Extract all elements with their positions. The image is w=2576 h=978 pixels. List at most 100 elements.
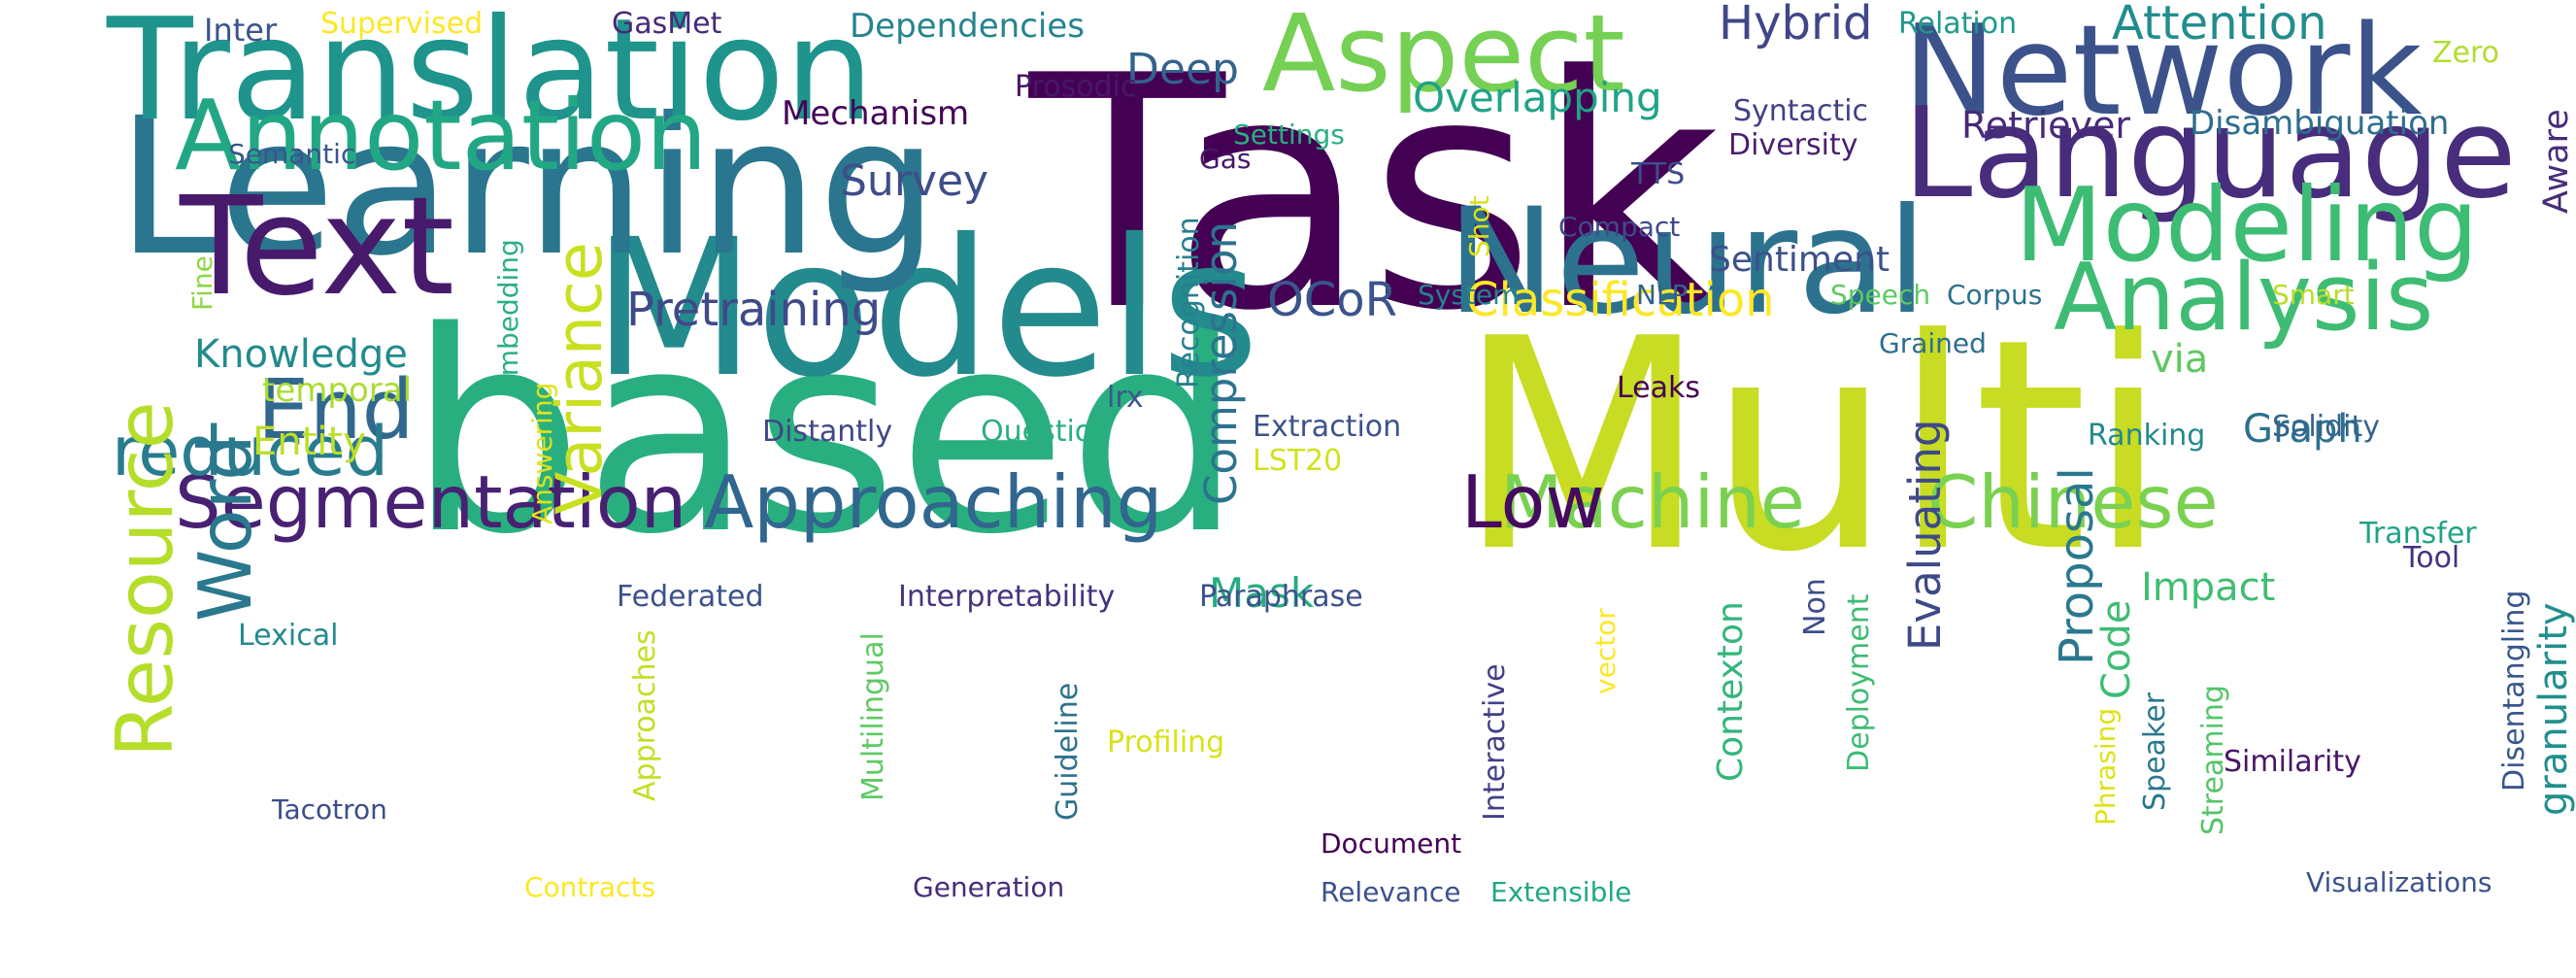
word-code: Code: [2094, 599, 2139, 699]
word-speech: Speech: [1830, 279, 1931, 311]
word-extraction: Extraction: [1253, 410, 1402, 444]
word-lexical: Lexical: [238, 619, 339, 653]
word-learning: Learning: [117, 77, 939, 297]
word-non: Non: [1798, 578, 1832, 636]
word-tool: Tool: [2403, 541, 2460, 575]
word-multi: Multi: [1456, 277, 2169, 616]
word-granularity: granularity: [2531, 602, 2576, 816]
word-contracts: Contracts: [524, 871, 656, 903]
word-proposal: Proposal: [2050, 467, 2104, 665]
word-contexton: Contexton: [1711, 601, 1751, 782]
word-attention: Attention: [2112, 0, 2327, 51]
word-task: Task: [1029, 8, 1722, 381]
word-tacotron: Tacotron: [272, 793, 387, 826]
word-segmentation: Segmentation: [175, 459, 687, 545]
word-knowledge: Knowledge: [194, 332, 408, 377]
word-multilingual: Multilingual: [856, 632, 890, 801]
word-modeling: Modeling: [2015, 166, 2479, 285]
word-question: Question: [981, 415, 1112, 449]
word-syntactic: Syntactic: [1733, 94, 1869, 128]
word-relevance: Relevance: [1321, 876, 1461, 908]
word-reduced: reduced: [112, 412, 389, 491]
word-solidity: Solidity: [2272, 410, 2380, 444]
word-interpretability: Interpretability: [898, 580, 1116, 614]
word-lst20: LST20: [1253, 444, 1343, 478]
word-vector: vector: [1589, 608, 1622, 694]
word-smart: Smart: [2272, 279, 2355, 311]
word-supervised: Supervised: [320, 7, 484, 41]
word-paraphrase: Paraphrase: [1199, 580, 1363, 614]
word-temporal: temporal: [262, 371, 413, 410]
word-ocor: OCoR: [1267, 273, 1398, 327]
word-impact: Impact: [2141, 565, 2276, 610]
word-tts: TTS: [1631, 157, 1686, 191]
word-aware: Aware: [2537, 109, 2576, 214]
word-dependencies: Dependencies: [850, 7, 1085, 46]
word-mechanism: Mechanism: [782, 94, 970, 133]
word-annotation: Annotation: [175, 79, 708, 192]
word-disambiguation: Disambiguation: [2190, 104, 2450, 143]
word-resource: Resource: [100, 401, 190, 758]
word-hybrid: Hybrid: [1719, 0, 1873, 51]
word-retriever: Retriever: [1961, 104, 2131, 147]
word-speaker: Speaker: [2138, 691, 2172, 811]
word-guideline: Guideline: [1051, 682, 1085, 821]
word-grained: Grained: [1879, 327, 1987, 359]
word-graph: Graph: [2243, 407, 2362, 452]
word-extensible: Extensible: [1490, 876, 1632, 908]
word-diversity: Diversity: [1728, 128, 1858, 162]
word-lrx: lrx: [1107, 381, 1144, 415]
word-corpus: Corpus: [1947, 279, 2043, 311]
word-federated: Federated: [617, 580, 764, 614]
word-sentiment: Sentiment: [1709, 240, 1890, 280]
word-models: Models: [592, 198, 1260, 419]
word-gas: Gas: [1199, 143, 1252, 175]
word-survey: Survey: [840, 156, 989, 206]
word-distantly: Distantly: [762, 415, 893, 449]
word-analysis: Analysis: [2054, 245, 2434, 352]
word-word: Word: [183, 434, 268, 622]
word-answering: Answering: [526, 382, 558, 524]
word-pretraining: Pretraining: [626, 283, 882, 337]
word-semantic: Semantic: [228, 138, 356, 170]
word-nlp: NLP: [1636, 279, 1689, 311]
word-aspect: Aspect: [1262, 0, 1625, 116]
word-end: End: [257, 362, 415, 458]
word-deep: Deep: [1126, 45, 1239, 94]
word-evaluating: Evaluating: [1899, 419, 1951, 651]
word-approaching: Approaching: [704, 459, 1163, 545]
word-chinese: Chinese: [1927, 459, 2219, 545]
word-document: Document: [1321, 827, 1462, 860]
word-entity: Entity: [252, 420, 366, 464]
word-embedding: Embedding: [492, 239, 524, 393]
word-via: via: [2151, 337, 2209, 382]
word-generation: Generation: [913, 871, 1065, 903]
word-relation: Relation: [1898, 7, 2018, 41]
word-prosodic: Prosodic: [1015, 70, 1137, 104]
word-gasmet: GasMet: [612, 7, 722, 41]
word-visualizations: Visualizations: [2306, 866, 2492, 898]
word-inter: Inter: [204, 12, 278, 49]
word-low: Low: [1461, 459, 1605, 545]
word-recognition: Recognition: [1172, 217, 1206, 388]
word-settings: Settings: [1233, 118, 1345, 151]
word-interactive: Interactive: [1478, 663, 1512, 821]
word-transfer: Transfer: [2359, 517, 2477, 551]
word-network: Network: [1903, 0, 2423, 144]
word-disentangling: Disentangling: [2497, 590, 2531, 792]
word-overlapping: Overlapping: [1413, 74, 1662, 121]
word-translation: Translation: [107, 0, 875, 152]
word-profiling: Profiling: [1107, 725, 1225, 759]
word-zero: Zero: [2432, 36, 2500, 70]
word-shot: Shot: [1463, 195, 1495, 257]
word-compact: Compact: [1558, 211, 1681, 243]
word-fine: Fine: [186, 255, 218, 311]
word-system: System: [1418, 279, 1520, 311]
word-text: Text: [180, 168, 455, 326]
word-leaks: Leaks: [1617, 371, 1701, 405]
word-deployment: Deployment: [1842, 593, 1876, 772]
word-approaches: Approaches: [628, 629, 662, 801]
word-neural: Neural: [1447, 178, 1927, 347]
word-mask: Mask: [1209, 569, 1315, 617]
